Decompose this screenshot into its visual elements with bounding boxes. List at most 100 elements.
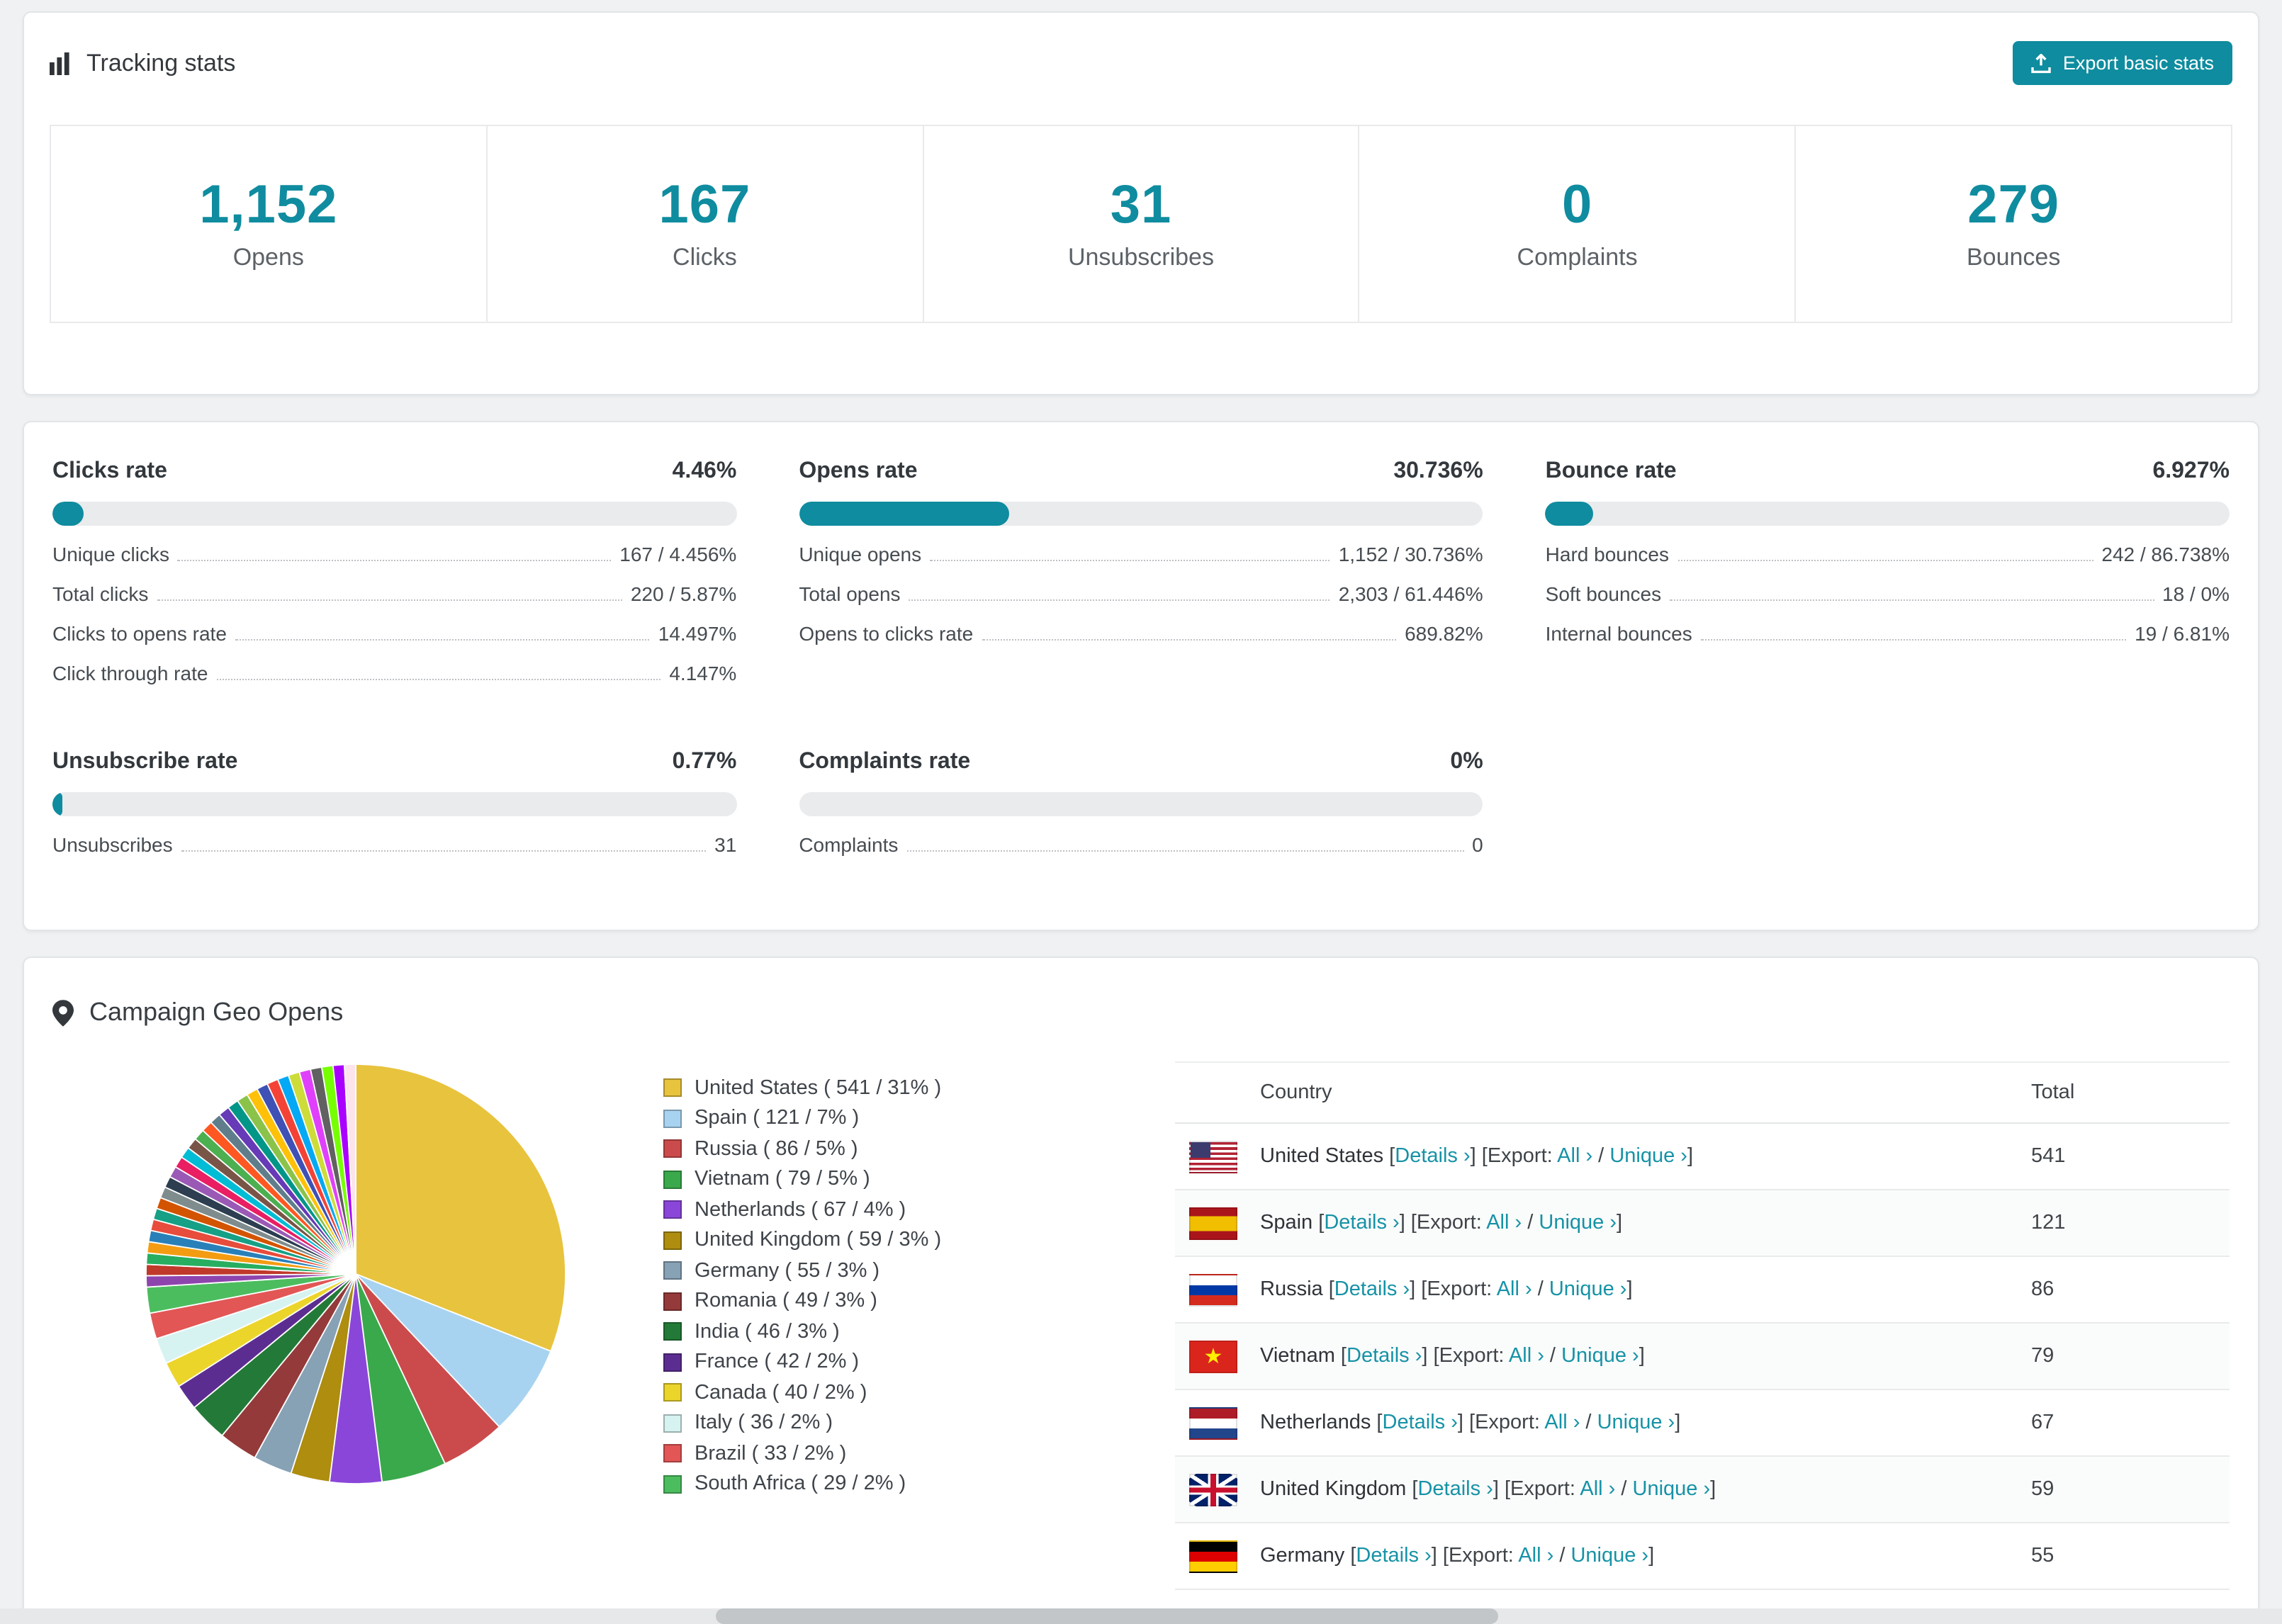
rate-stat-value: 14.497%	[658, 622, 737, 645]
country-flag-icon	[1189, 1207, 1237, 1239]
flag-spacer	[1189, 1076, 1237, 1109]
separator: /	[1592, 1145, 1610, 1168]
rate-head: Opens rate 30.736%	[799, 459, 1483, 485]
geo-table-header: Country Total	[1175, 1061, 2230, 1124]
export-unique-link[interactable]: Unique ›	[1570, 1545, 1649, 1567]
rate-stat-value: 220 / 5.87%	[630, 582, 737, 605]
country-total: 79	[2031, 1345, 2055, 1368]
rate-stat-label: Total opens	[799, 582, 901, 605]
legend-item[interactable]: Vietnam ( 79 / 5% )	[663, 1164, 1089, 1195]
export-all-link[interactable]: All ›	[1557, 1145, 1593, 1168]
dotted-leader	[177, 560, 612, 561]
geo-pie-chart[interactable]	[143, 1061, 568, 1487]
rate-stat-value: 31	[714, 833, 737, 856]
country-name: Russia	[1260, 1278, 1323, 1301]
rate-stat-value: 19 / 6.81%	[2135, 622, 2230, 645]
legend-label: United Kingdom ( 59 / 3% )	[695, 1229, 942, 1252]
bracket: ] [	[1410, 1278, 1427, 1301]
export-unique-link[interactable]: Unique ›	[1561, 1345, 1639, 1368]
legend-item[interactable]: Canada ( 40 / 2% )	[663, 1377, 1089, 1408]
country-flag-icon	[1189, 1540, 1237, 1572]
stat-box: 167 Clicks	[485, 125, 924, 323]
campaign-geo-opens-card: Campaign Geo Opens United States ( 541 /…	[23, 957, 2259, 1624]
separator: /	[1531, 1278, 1549, 1301]
dotted-leader	[216, 679, 661, 680]
rate-stat-row: Unique opens 1,152 / 30.736%	[799, 543, 1483, 582]
export-all-link[interactable]: All ›	[1496, 1278, 1532, 1301]
table-row: Russia [Details ›] [Export: All › / Uniq…	[1175, 1257, 2230, 1324]
rate-rows: Unique clicks 167 / 4.456% Total clicks …	[52, 543, 736, 701]
bracket: [	[1371, 1411, 1383, 1434]
rate-value: 6.927%	[2152, 459, 2230, 483]
legend-color-swatch	[663, 1200, 682, 1219]
legend-item[interactable]: Spain ( 121 / 7% )	[663, 1103, 1089, 1134]
rate-rows: Complaints 0	[799, 833, 1483, 873]
legend-item[interactable]: Romania ( 49 / 3% )	[663, 1286, 1089, 1316]
legend-item[interactable]: Germany ( 55 / 3% )	[663, 1256, 1089, 1286]
legend-color-swatch	[663, 1353, 682, 1372]
export-basic-stats-button[interactable]: Export basic stats	[2013, 41, 2232, 85]
export-all-link[interactable]: All ›	[1544, 1411, 1580, 1434]
stat-box: 0 Complaints	[1358, 125, 1797, 323]
export-unique-link[interactable]: Unique ›	[1539, 1212, 1617, 1234]
export-unique-link[interactable]: Unique ›	[1632, 1478, 1711, 1501]
stat-value: 167	[658, 176, 751, 235]
details-link[interactable]: Details ›	[1324, 1212, 1400, 1234]
export-icon	[2032, 53, 2052, 73]
export-all-link[interactable]: All ›	[1518, 1545, 1554, 1567]
rate-stat-row: Complaints 0	[799, 833, 1483, 873]
legend-item[interactable]: United States ( 541 / 31% )	[663, 1073, 1089, 1103]
rate-rows: Hard bounces 242 / 86.738% Soft bounces …	[1546, 543, 2230, 662]
details-link[interactable]: Details ›	[1395, 1145, 1471, 1168]
export-all-link[interactable]: All ›	[1508, 1345, 1544, 1368]
details-link[interactable]: Details ›	[1334, 1278, 1410, 1301]
dotted-leader	[930, 560, 1330, 561]
horizontal-scrollbar-thumb[interactable]	[716, 1608, 1498, 1624]
details-link[interactable]: Details ›	[1347, 1345, 1422, 1368]
geo-table-body: United States [Details ›] [Export: All ›…	[1175, 1124, 2230, 1590]
export-unique-link[interactable]: Unique ›	[1548, 1278, 1627, 1301]
details-link[interactable]: Details ›	[1382, 1411, 1458, 1434]
country-name: Germany	[1260, 1545, 1345, 1567]
rate-stat-label: Opens to clicks rate	[799, 622, 974, 645]
details-link[interactable]: Details ›	[1356, 1545, 1432, 1567]
rate-block: Unsubscribe rate 0.77% Unsubscribes 31	[52, 750, 737, 873]
horizontal-scrollbar-track[interactable]	[0, 1608, 2282, 1624]
geo-header: Campaign Geo Opens	[52, 998, 2230, 1027]
legend-item[interactable]: France ( 42 / 2% )	[663, 1347, 1089, 1377]
legend-item[interactable]: United Kingdom ( 59 / 3% )	[663, 1225, 1089, 1256]
export-unique-link[interactable]: Unique ›	[1597, 1411, 1675, 1434]
legend-label: France ( 42 / 2% )	[695, 1350, 860, 1374]
legend-label: Canada ( 40 / 2% )	[695, 1381, 867, 1404]
rate-stat-value: 167 / 4.456%	[619, 543, 737, 565]
legend-item[interactable]: South Africa ( 29 / 2% )	[663, 1469, 1089, 1499]
bracket: ] [	[1422, 1345, 1439, 1368]
legend-label: United States ( 541 / 31% )	[695, 1076, 942, 1100]
tracking-stats-card: Tracking stats Export basic stats 1,152 …	[23, 11, 2259, 395]
stat-label: Complaints	[1517, 244, 1638, 271]
rate-stat-value: 0	[1472, 833, 1483, 856]
stat-label: Bounces	[1967, 244, 2061, 271]
rates-card: Clicks rate 4.46% Unique clicks 167 / 4.…	[23, 421, 2259, 931]
export-all-link[interactable]: All ›	[1486, 1212, 1522, 1234]
rate-stat-row: Opens to clicks rate 689.82%	[799, 622, 1483, 662]
legend-color-swatch	[663, 1474, 682, 1494]
country-total: 55	[2031, 1545, 2055, 1567]
legend-item[interactable]: Russia ( 86 / 5% )	[663, 1134, 1089, 1164]
legend-color-swatch	[663, 1078, 682, 1098]
dotted-leader	[1670, 599, 2154, 601]
rate-head: Complaints rate 0%	[799, 750, 1483, 775]
legend-item[interactable]: Netherlands ( 67 / 4% )	[663, 1195, 1089, 1225]
country-total: 59	[2031, 1478, 2055, 1501]
rate-stat-value: 18 / 0%	[2162, 582, 2230, 605]
legend-label: Netherlands ( 67 / 4% )	[695, 1198, 906, 1222]
details-link[interactable]: Details ›	[1417, 1478, 1493, 1501]
legend-item[interactable]: India ( 46 / 3% )	[663, 1316, 1089, 1347]
stat-box: 31 Unsubscribes	[922, 125, 1360, 323]
export-unique-link[interactable]: Unique ›	[1609, 1145, 1687, 1168]
progress-bar-fill	[1545, 502, 1593, 526]
legend-item[interactable]: Italy ( 36 / 2% )	[663, 1408, 1089, 1438]
export-all-link[interactable]: All ›	[1580, 1478, 1616, 1501]
map-pin-icon	[52, 998, 74, 1027]
legend-item[interactable]: Brazil ( 33 / 2% )	[663, 1438, 1089, 1469]
